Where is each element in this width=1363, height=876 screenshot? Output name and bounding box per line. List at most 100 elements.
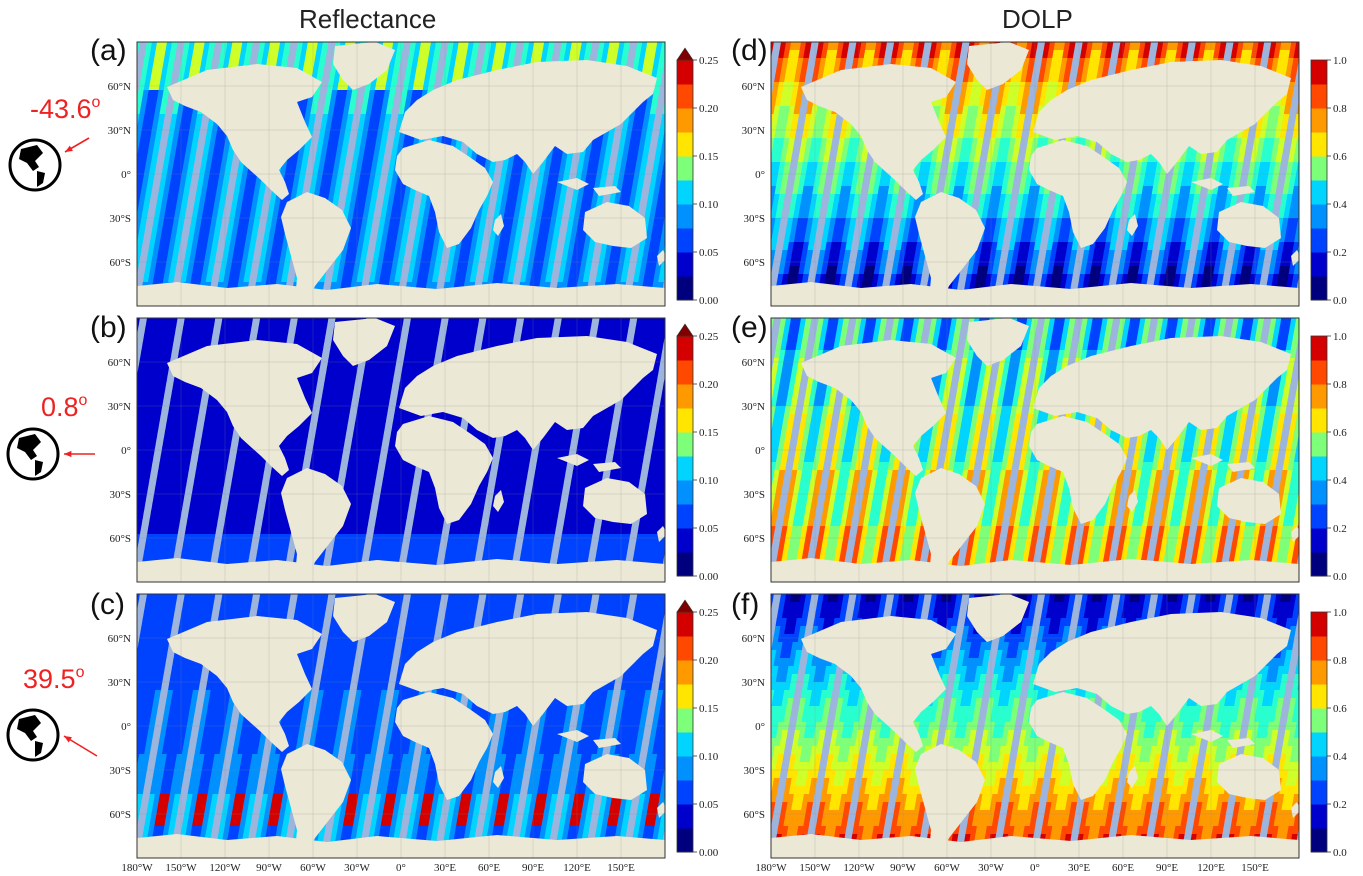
lat-tick-label: 30°N: [742, 677, 765, 689]
colorbar-tick-label: 0.15: [699, 703, 719, 715]
colorbar-tick-label: 0.8: [1333, 103, 1347, 115]
lon-tick-label: 0°: [1030, 862, 1040, 874]
lat-tick-label: 60°N: [742, 633, 765, 645]
globe-americas-icon-c: [6, 708, 98, 762]
dolp-column-title: DOLP: [1002, 4, 1073, 34]
lat-tick-label: 0°: [121, 445, 131, 457]
lat-tick-label: 60°S: [743, 257, 765, 269]
lat-tick-label: 60°N: [108, 357, 131, 369]
lat-tick-label: 60°S: [109, 257, 131, 269]
lon-tick-label: 150°W: [165, 862, 197, 874]
colorbars: 0.25 0.20 0.15 0.10 0.05 0.00 0.25 0.20 0.15 0.10…: [676, 47, 1347, 859]
colorbar-tick-label: 0.0: [1333, 295, 1347, 307]
lat-tick-label: 30°S: [743, 489, 765, 501]
lon-tick-label: 60°W: [300, 862, 326, 874]
reflectance-colorbar-c: 0.25 0.20 0.15 0.10 0.05 0.00: [676, 599, 719, 859]
lon-tick-label: 180°W: [755, 862, 787, 874]
lon-tick-label: 90°E: [522, 862, 544, 874]
lat-tick-label: 30°N: [742, 125, 765, 137]
colorbar-tick-label: 0.00: [699, 295, 719, 307]
colorbar-tick-label: 1.0: [1333, 331, 1347, 343]
panel-label-b: (b): [90, 311, 127, 344]
colorbar-tick-label: 0.05: [699, 247, 719, 259]
panel-label-d: (d): [731, 34, 768, 67]
lon-tick-label: 150°E: [1241, 862, 1269, 874]
axis-ticks: 60°N 30°N 0° 30°S 60°S 60°N 30°N 0° 30°S 60°S 60°N…: [108, 81, 1269, 874]
lat-tick-label: 0°: [121, 721, 131, 733]
lon-tick-label: 90°W: [256, 862, 282, 874]
map-panel-b: [136, 317, 666, 583]
panel-label-c: (c): [90, 588, 125, 621]
colorbar-tick-label: 0.20: [699, 103, 719, 115]
viewing-angle-b: 0.8o: [41, 392, 88, 422]
lat-tick-label: 30°S: [109, 765, 131, 777]
colorbar-tick-label: 0.25: [699, 607, 719, 619]
map-panel-a: [136, 41, 666, 307]
map-panel-c: [136, 593, 666, 859]
lat-tick-label: 60°S: [109, 533, 131, 545]
colorbar-tick-label: 0.2: [1333, 247, 1347, 259]
colorbar-tick-label: 0.20: [699, 379, 719, 391]
lat-tick-label: 30°S: [743, 765, 765, 777]
lat-tick-label: 30°N: [742, 401, 765, 413]
dolp-colorbar-d: 1.0 0.8 0.6 0.4 0.2 0.0: [1310, 55, 1347, 307]
dolp-colorbar-e: 1.0 0.8 0.6 0.4 0.2 0.0: [1310, 331, 1347, 583]
colorbar-tick-label: 0.05: [699, 799, 719, 811]
panel-label-a: (a): [90, 34, 127, 67]
lat-tick-label: 60°N: [108, 81, 131, 93]
lat-tick-label: 30°N: [108, 125, 131, 137]
colorbar-tick-label: 0.2: [1333, 799, 1347, 811]
lon-tick-label: 150°W: [799, 862, 831, 874]
arrow-icon: [64, 137, 90, 153]
map-panel-d: [770, 41, 1300, 307]
lat-tick-label: 30°S: [109, 213, 131, 225]
viewing-geometry-icons: [6, 137, 98, 762]
lon-tick-label: 120°E: [1197, 862, 1225, 874]
lat-tick-label: 0°: [755, 721, 765, 733]
lat-tick-label: 60°S: [743, 533, 765, 545]
colorbar-tick-label: 0.15: [699, 427, 719, 439]
colorbar-tick-label: 0.6: [1333, 703, 1347, 715]
colorbar-tick-label: 0.8: [1333, 655, 1347, 667]
lon-tick-label: 60°E: [478, 862, 500, 874]
dolp-colorbar-f: 1.0 0.8 0.6 0.4 0.2 0.0: [1310, 607, 1347, 859]
colorbar-tick-label: 0.20: [699, 655, 719, 667]
lat-tick-label: 30°S: [743, 213, 765, 225]
colorbar-tick-label: 0.4: [1333, 199, 1347, 211]
colorbar-tick-label: 0.10: [699, 199, 719, 211]
lon-tick-label: 120°E: [563, 862, 591, 874]
colorbar-tick-label: 0.00: [699, 847, 719, 859]
colorbar-tick-label: 0.4: [1333, 475, 1347, 487]
lon-tick-label: 90°E: [1156, 862, 1178, 874]
lat-tick-label: 30°N: [108, 677, 131, 689]
lat-tick-label: 60°N: [108, 633, 131, 645]
colorbar-tick-label: 0.25: [699, 55, 719, 67]
colorbar-tick-label: 0.15: [699, 151, 719, 163]
colorbar-tick-label: 0.0: [1333, 571, 1347, 583]
lat-tick-label: 0°: [755, 445, 765, 457]
lat-tick-label: 60°S: [109, 809, 131, 821]
lat-tick-label: 30°N: [108, 401, 131, 413]
lon-tick-label: 120°W: [843, 862, 875, 874]
colorbar-tick-label: 0.6: [1333, 151, 1347, 163]
lat-tick-label: 60°N: [742, 357, 765, 369]
lon-tick-label: 30°W: [344, 862, 370, 874]
lon-tick-label: 0°: [396, 862, 406, 874]
colorbar-tick-label: 1.0: [1333, 55, 1347, 67]
colorbar-tick-label: 0.2: [1333, 523, 1347, 535]
viewing-angle-c: 39.5o: [23, 664, 85, 694]
lon-tick-label: 60°W: [934, 862, 960, 874]
reflectance-column-title: Reflectance: [299, 4, 437, 34]
lat-tick-label: 60°N: [742, 81, 765, 93]
lon-tick-label: 30°E: [434, 862, 456, 874]
lon-tick-label: 120°W: [209, 862, 241, 874]
lon-tick-label: 60°E: [1112, 862, 1134, 874]
globe-americas-icon-b: [6, 427, 95, 481]
colorbar-tick-label: 0.8: [1333, 379, 1347, 391]
colorbar-tick-label: 0.05: [699, 523, 719, 535]
arrow-icon: [64, 450, 95, 458]
colorbar-tick-label: 0.4: [1333, 751, 1347, 763]
panel-label-e: (e): [731, 311, 768, 344]
colorbar-tick-label: 0.00: [699, 571, 719, 583]
